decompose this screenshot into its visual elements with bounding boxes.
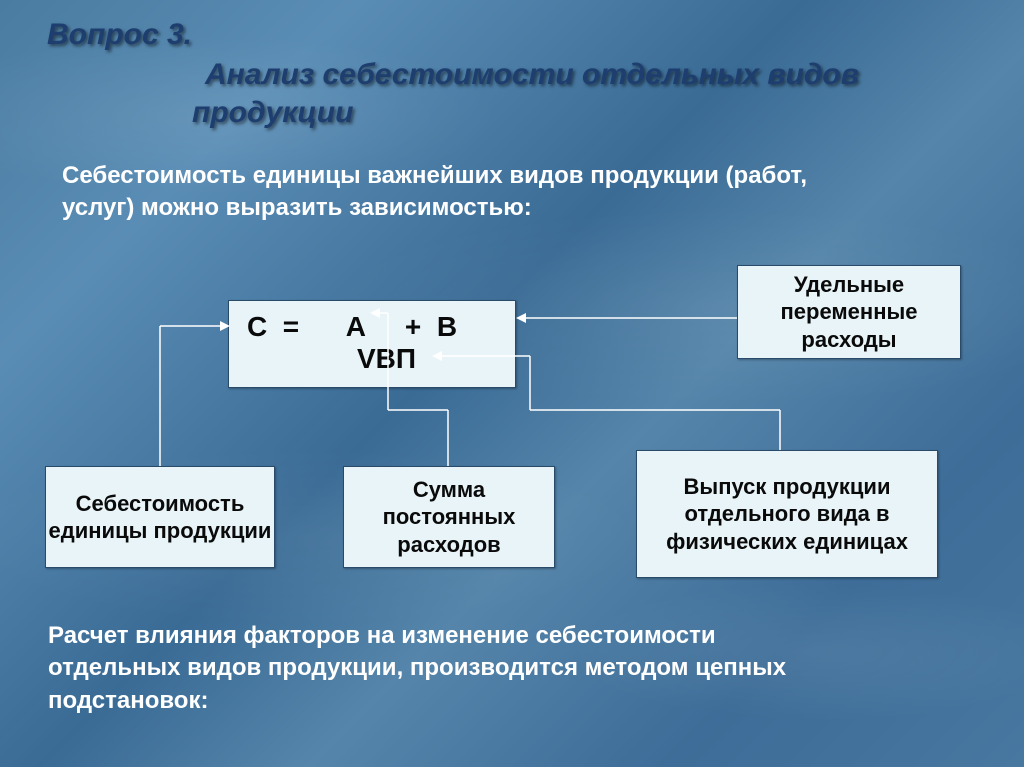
footer-text: Расчет влияния факторов на изменение себ… <box>48 620 788 717</box>
formula-top-line: С = А + В <box>247 311 497 343</box>
box-sebest-label: Себестоимость единицы продукции <box>46 490 274 545</box>
box-vypusk: Выпуск продукции отдельного вида в физич… <box>636 450 938 578</box>
heading-line-2: Анализ себестоимости отдельных видов <box>205 58 859 92</box>
box-udel: Удельные переменные расходы <box>737 265 961 359</box>
formula-bottom-line: VВП <box>357 343 497 375</box>
box-udel-label: Удельные переменные расходы <box>738 271 960 354</box>
heading-line-3: продукции <box>192 96 353 130</box>
formula-box: С = А + В VВП <box>228 300 516 388</box>
box-summa: Сумма постоянных расходов <box>343 466 555 568</box>
box-vypusk-label: Выпуск продукции отдельного вида в физич… <box>637 473 937 556</box>
intro-text: Себестоимость единицы важнейших видов пр… <box>62 160 822 225</box>
box-summa-label: Сумма постоянных расходов <box>344 476 554 559</box>
heading-line-1: Вопрос 3. <box>47 18 192 52</box>
box-sebest: Себестоимость единицы продукции <box>45 466 275 568</box>
